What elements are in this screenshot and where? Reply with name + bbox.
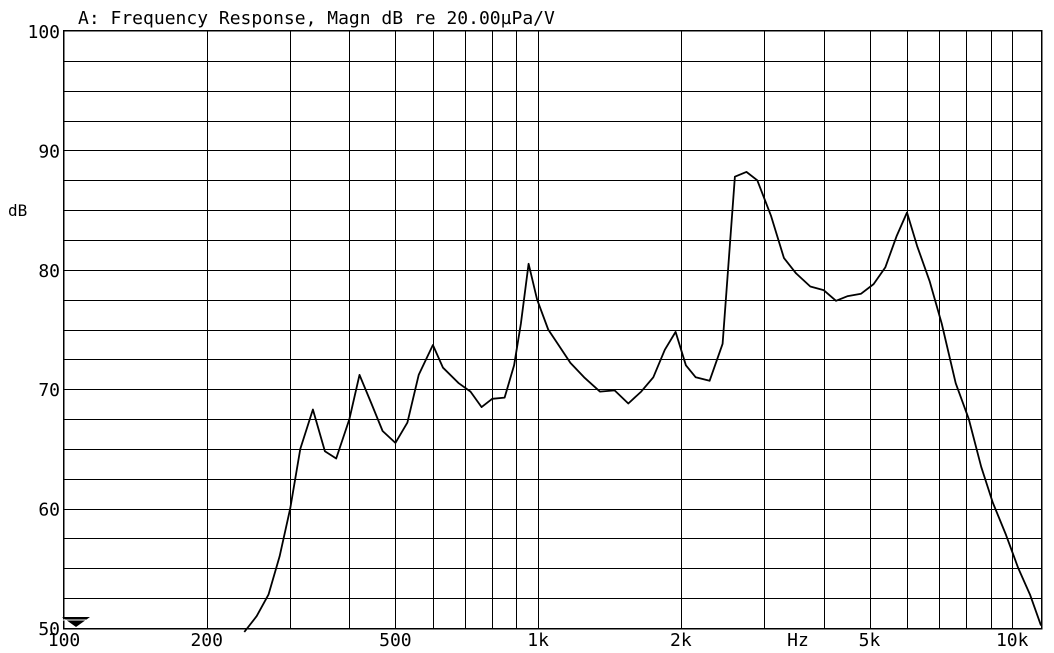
x-tick-label: 5k	[859, 630, 881, 651]
y-tick-label: 80	[38, 261, 60, 282]
chart-title: A: Frequency Response, Magn dB re 20.00µ…	[78, 8, 555, 29]
y-tick-label: 70	[38, 380, 60, 401]
grid	[64, 31, 1041, 628]
y-axis-label: dB	[8, 201, 27, 220]
x-tick-label: 100	[48, 630, 81, 651]
y-tick-label: 50	[38, 619, 60, 640]
x-tick-label: 10k	[996, 630, 1029, 651]
x-tick-label: 500	[379, 630, 412, 651]
response-curve	[243, 171, 1042, 633]
y-tick-label: 90	[38, 141, 60, 162]
x-tick-label: 200	[190, 630, 223, 651]
x-tick-label: 2k	[670, 630, 692, 651]
y-tick-label: 100	[27, 22, 60, 43]
tick-labels: 50 60 70 80 90 100 100 200 500 1k 2k 5k 10k	[27, 22, 1028, 651]
reference-marker-icon	[62, 617, 90, 627]
x-axis-label: Hz	[787, 630, 809, 651]
x-tick-label: 1k	[527, 630, 549, 651]
y-tick-label: 60	[38, 500, 60, 521]
plot-frame	[62, 29, 1043, 630]
